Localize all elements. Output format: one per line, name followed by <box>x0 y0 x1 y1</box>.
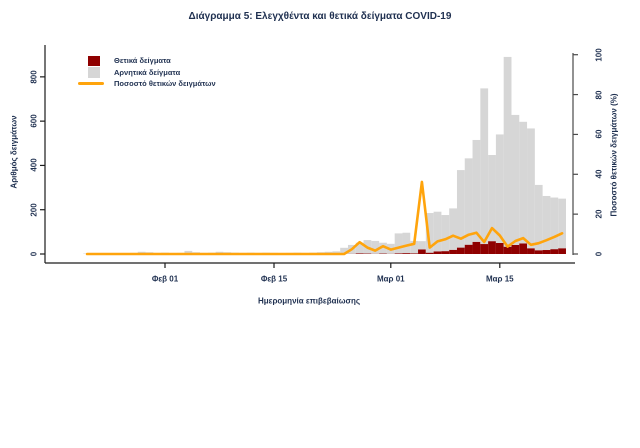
y-right-tick-label: 40 <box>594 169 604 179</box>
positive-swatch <box>88 55 100 66</box>
y-right-tick-label: 80 <box>594 90 604 100</box>
chart-title: Διάγραμμα 5: Ελεγχθέντα και θετικά δείγμ… <box>188 11 452 22</box>
y-right-tick-label: 100 <box>594 48 604 62</box>
legend-label-percent-negative: Αρνητικά δείγματα <box>114 67 181 77</box>
x-tick-label: Φεβ 01 <box>151 274 179 284</box>
chart-canvas <box>40 45 578 268</box>
y-right-axis-title: Ποσοστό θετικών δειγμάτων (%) <box>609 93 619 217</box>
percent-line-swatch <box>78 82 104 86</box>
y-left-tick-label: 400 <box>29 158 39 173</box>
legend-item-negative: Αρνητικά δείγματα <box>78 67 216 79</box>
x-tick-label: Μαρ 01 <box>376 274 405 284</box>
legend: Θετικά δείγματα Αρνητικά δείγματα Ποσοστ… <box>78 55 216 90</box>
y-right-tick-label: 60 <box>594 129 604 139</box>
legend-item-positive: Θετικά δείγματα <box>78 55 216 67</box>
legend-label-positive: Θετικά δείγματα <box>114 56 171 66</box>
legend-item-percent: Ποσοστό θετικών δειγμάτων <box>78 78 216 90</box>
y-right-tick-label: 20 <box>594 209 604 219</box>
x-tick-label: Φεβ 15 <box>260 274 288 284</box>
legend-label-percent: Ποσοστό θετικών δειγμάτων <box>114 79 216 89</box>
y-left-tick-label: 200 <box>29 203 39 217</box>
x-tick-label: Μαρ 15 <box>485 274 514 284</box>
y-right-tick-label: 0 <box>594 251 604 257</box>
y-left-tick-label: 0 <box>29 251 39 257</box>
x-axis-title: Ημερομηνία επιβεβαίωσης <box>257 296 361 306</box>
negative-swatch <box>88 67 100 78</box>
y-left-axis-title: Αριθμός δειγμάτων <box>9 115 19 189</box>
y-left-tick-label: 800 <box>29 70 39 84</box>
y-left-tick-label: 600 <box>29 114 39 128</box>
